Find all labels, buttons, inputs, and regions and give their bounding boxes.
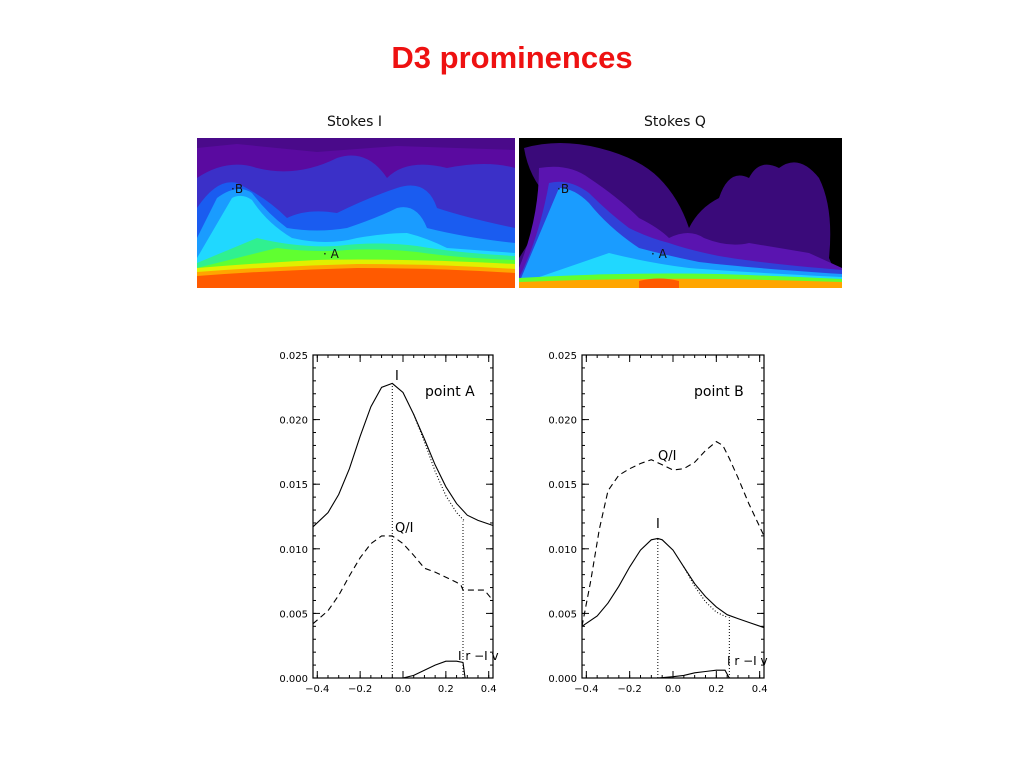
stokes-i-map [197,138,515,288]
marker-a-stokes-q: · A [651,247,667,261]
y-tick-label: 0.015 [548,480,577,491]
y-tick-label: 0.020 [548,416,577,427]
x-tick-label: −0.2 [618,684,642,695]
curve-label-diff: I r −I v [458,649,499,663]
plot-frame [581,354,765,679]
y-tick-label: 0.015 [279,480,308,491]
x-tick-label: 0.0 [395,684,411,695]
series-i-fit [413,414,466,523]
y-tick-label: 0.010 [548,545,577,556]
series-i [312,382,494,528]
marker-b-stokes-i: ·B [231,182,244,196]
stokes-q-map [519,138,842,288]
curve-label-i: I [656,517,660,532]
y-tick-label: 0.025 [279,351,308,362]
curve-label-qi: Q/I [395,521,413,536]
x-tick-label: 0.0 [665,684,681,695]
y-tick-label: 0.025 [548,351,577,362]
x-tick-label: −0.4 [574,684,598,695]
series-i-r-i-v [657,669,730,679]
series-i [581,537,765,629]
curve-label-diff: I r −I v [727,654,768,668]
series-q-i [312,535,494,625]
y-tick-label: 0.010 [279,545,308,556]
series-i-fit [683,566,728,618]
x-tick-label: 0.2 [438,684,454,695]
marker-a-stokes-i: · A [323,247,339,261]
map-caption-stokes-i: Stokes I [327,114,383,130]
series-q-i [581,440,765,627]
slide-title: D3 prominences [391,40,633,75]
y-tick-label: 0.005 [548,609,577,620]
y-tick-label: 0.000 [548,674,577,685]
series-i-r-i-v [402,660,466,679]
map-caption-stokes-q: Stokes Q [644,114,706,130]
x-tick-label: 0.4 [752,684,768,695]
y-tick-label: 0.000 [279,674,308,685]
x-tick-label: −0.2 [348,684,372,695]
y-tick-label: 0.020 [279,416,308,427]
marker-b-stokes-q: ·B [557,182,570,196]
curve-label-qi: Q/I [658,449,676,464]
x-tick-label: 0.4 [481,684,497,695]
plot-annotation: point B [694,384,744,400]
y-tick-label: 0.005 [279,609,308,620]
plot-annotation: point A [425,384,475,400]
x-tick-label: 0.2 [708,684,724,695]
curve-label-i: I [395,369,399,384]
x-tick-label: −0.4 [305,684,329,695]
